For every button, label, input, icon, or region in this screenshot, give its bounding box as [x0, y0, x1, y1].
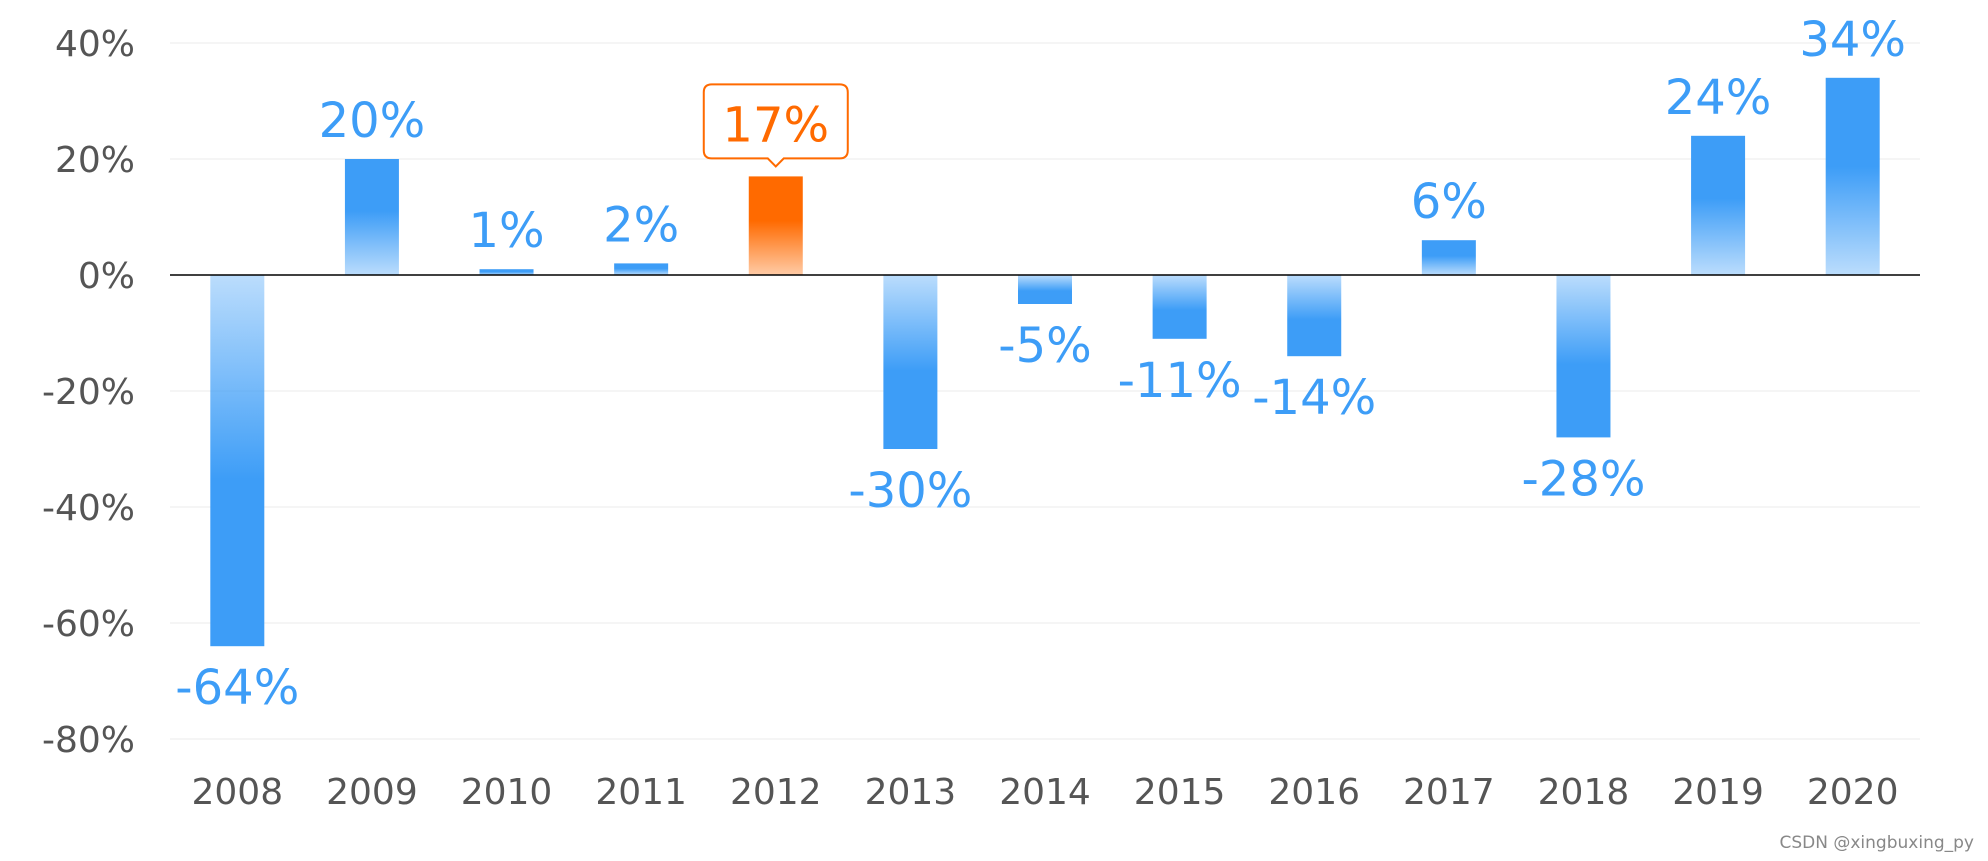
y-tick-label: -60% [42, 604, 135, 645]
x-tick-label: 2008 [191, 772, 283, 813]
data-label-2008: -64% [175, 660, 299, 716]
x-tick-label: 2018 [1538, 772, 1630, 813]
x-tick-label: 2010 [461, 772, 553, 813]
y-tick-label: 0% [78, 256, 135, 297]
data-label-2011: 2% [603, 197, 679, 253]
data-label-2019: 24% [1665, 70, 1772, 126]
data-label-2016: -14% [1252, 370, 1376, 426]
highlight-callout [702, 83, 849, 168]
bar-2014 [1018, 275, 1072, 304]
x-tick-label: 2012 [730, 772, 822, 813]
data-label-2010: 1% [468, 203, 544, 259]
y-tick-label: -20% [42, 372, 135, 413]
bar-2013 [883, 275, 938, 449]
bar-2010 [479, 269, 534, 275]
bar-2016 [1287, 275, 1342, 357]
bar-2017 [1421, 240, 1476, 275]
data-label-2009: 20% [319, 93, 426, 149]
x-tick-label: 2014 [999, 772, 1091, 813]
bar-2015 [1152, 275, 1207, 339]
y-tick-label: -40% [42, 488, 135, 529]
x-tick-label: 2019 [1672, 772, 1764, 813]
bar-2020 [1825, 77, 1880, 275]
x-tick-label: 2020 [1807, 772, 1899, 813]
bar-2008 [210, 275, 265, 647]
x-tick-label: 2015 [1134, 772, 1226, 813]
y-tick-label: -80% [42, 720, 135, 761]
y-tick-label: 20% [55, 140, 135, 181]
bar-2018 [1556, 275, 1611, 438]
bar-2012 [748, 176, 803, 275]
data-labels: -64% 20% 1% 2% 17% -30% -5% -11% -14% 6% -28% 24% 34… [175, 12, 1906, 716]
x-tick-label: 2009 [326, 772, 418, 813]
data-label-2017: 6% [1411, 174, 1487, 230]
y-axis-tick-labels: 40% 20% 0% -20% -40% -60% -80% [42, 24, 135, 761]
bar-2011 [614, 263, 669, 275]
data-label-2014: -5% [998, 318, 1091, 374]
grid-lines [170, 42, 1920, 740]
bar-2019 [1691, 135, 1746, 275]
y-tick-label: 40% [55, 24, 135, 65]
x-tick-label: 2013 [865, 772, 957, 813]
bar-2009 [344, 159, 399, 275]
data-label-2013: -30% [848, 463, 972, 519]
data-label-2015: -11% [1118, 353, 1242, 409]
x-tick-label: 2017 [1403, 772, 1495, 813]
x-axis-tick-labels: 2008 2009 2010 2011 2012 2013 2014 2015 2016 2017… [191, 772, 1898, 813]
data-label-2018: -28% [1521, 451, 1645, 507]
x-tick-label: 2016 [1268, 772, 1360, 813]
watermark: CSDN @xingbuxing_py [1779, 833, 1975, 853]
bars [210, 77, 1880, 647]
data-label-2020: 34% [1799, 12, 1906, 68]
x-tick-label: 2011 [595, 772, 687, 813]
data-label-2012: 17% [722, 97, 829, 153]
